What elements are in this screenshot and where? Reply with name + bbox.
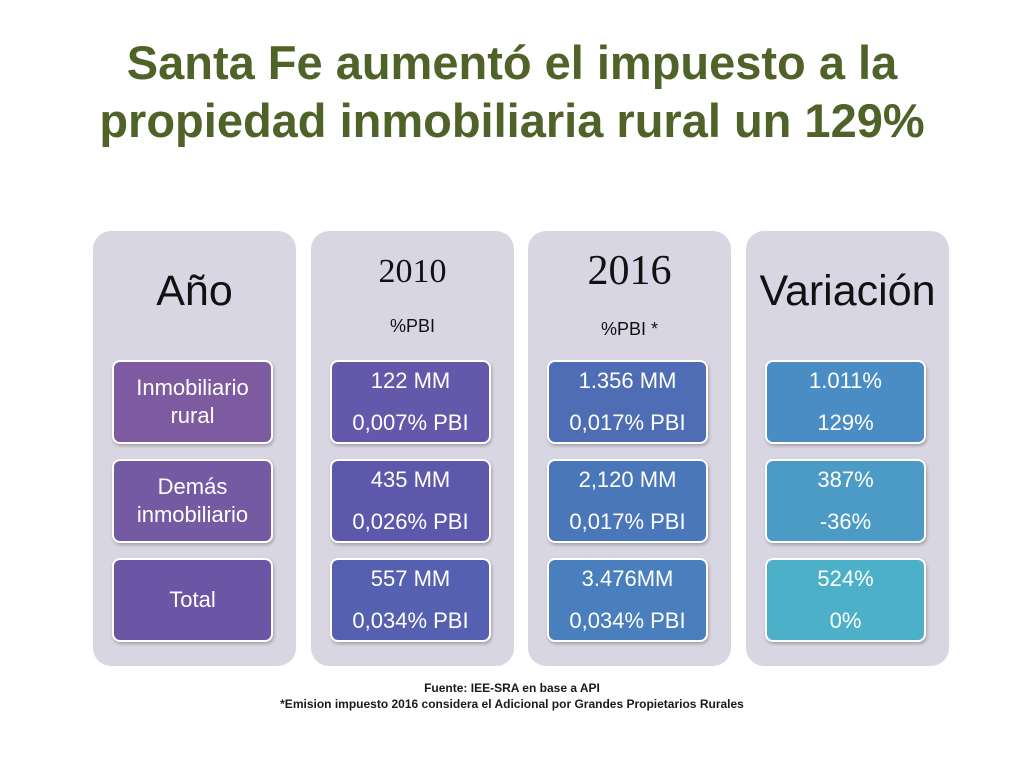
cell-2016-total-pbi: 0,034% PBI xyxy=(569,608,686,633)
cell-2016-total: 3.476MM 0,034% PBI xyxy=(547,558,708,642)
cell-2016-other-pbi: 0,017% PBI xyxy=(569,509,686,534)
column-2010: 2010 %PBI 122 MM 0,007% PBI 435 MM 0,026… xyxy=(311,231,514,666)
cell-variation-rural-amount: 1.011% xyxy=(809,368,882,393)
cell-2016-rural-amount: 1.356 MM xyxy=(578,368,677,393)
column-variation: Variación 1.011% 129% 387% -36% 524% 0% xyxy=(746,231,949,666)
cell-2010-rural-amount: 122 MM xyxy=(370,368,451,393)
column-year: Año Inmobiliario rural Demás inmobiliari… xyxy=(93,231,296,666)
cell-2016-other: 2,120 MM 0,017% PBI xyxy=(547,459,708,543)
cell-variation-total: 524% 0% xyxy=(765,558,926,642)
cell-2010-other-amount: 435 MM xyxy=(370,467,451,492)
cell-2010-other: 435 MM 0,026% PBI xyxy=(330,459,491,543)
slide-title: Santa Fe aumentó el impuesto a la propie… xyxy=(99,36,925,147)
column-2016-heading: 2016 xyxy=(587,248,672,294)
cell-2010-other-pbi: 0,026% PBI xyxy=(352,509,469,534)
year-row-other: Demás inmobiliario xyxy=(112,459,273,543)
column-variation-heading: Variación xyxy=(759,267,936,315)
year-row-rural: Inmobiliario rural xyxy=(112,360,273,444)
cell-variation-other-pbi: -36% xyxy=(819,509,872,534)
cell-2010-total-pbi: 0,034% PBI xyxy=(352,608,469,633)
cell-2016-other-amount: 2,120 MM xyxy=(578,467,677,492)
column-year-heading: Año xyxy=(156,267,233,315)
cell-variation-other-amount: 387% xyxy=(817,467,874,492)
cell-2010-total-amount: 557 MM xyxy=(370,566,451,591)
cell-variation-other: 387% -36% xyxy=(765,459,926,543)
cell-variation-rural: 1.011% 129% xyxy=(765,360,926,444)
footer-source: Fuente: IEE-SRA en base a API xyxy=(424,681,600,695)
cell-2016-total-amount: 3.476MM xyxy=(581,566,674,591)
column-2010-subheading: %PBI xyxy=(389,316,436,336)
cell-2016-rural: 1.356 MM 0,017% PBI xyxy=(547,360,708,444)
cell-variation-rural-pbi: 129% xyxy=(817,410,874,435)
cell-2010-total: 557 MM 0,034% PBI xyxy=(330,558,491,642)
cell-variation-total-amount: 524% xyxy=(817,566,874,591)
year-row-total: Total xyxy=(112,558,273,642)
cell-2010-rural-pbi: 0,007% PBI xyxy=(352,410,469,435)
column-2016-subheading: %PBI * xyxy=(600,319,659,339)
year-row-other-label: Demás inmobiliario xyxy=(136,474,249,527)
footer-note: *Emision impuesto 2016 considera el Adic… xyxy=(280,697,744,711)
column-2016: 2016 %PBI * 1.356 MM 0,017% PBI 2,120 MM… xyxy=(528,231,731,666)
cell-2016-rural-pbi: 0,017% PBI xyxy=(569,410,686,435)
year-row-total-label: Total xyxy=(169,587,216,612)
year-row-rural-label: Inmobiliario rural xyxy=(136,375,249,428)
column-2010-heading: 2010 xyxy=(378,253,447,290)
cell-2010-rural: 122 MM 0,007% PBI xyxy=(330,360,491,444)
cell-variation-total-pbi: 0% xyxy=(829,608,862,633)
